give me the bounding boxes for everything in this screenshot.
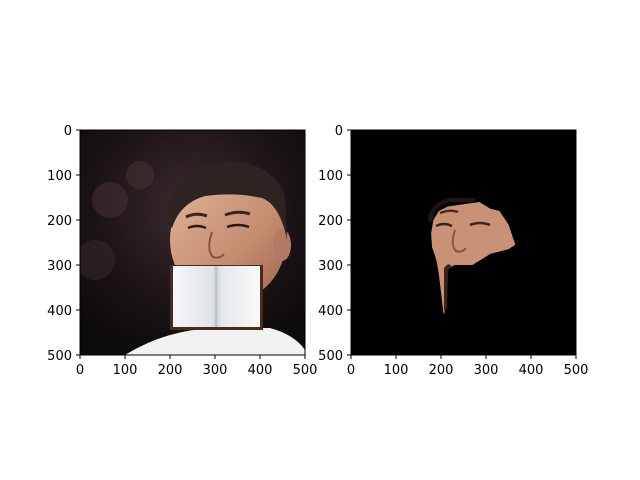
- right-panel: 0 100 200 300 400 500 0 100 200 300 400 500: [318, 124, 588, 378]
- crowd-blur: [126, 161, 154, 189]
- right-ytick-label: 500: [318, 349, 343, 364]
- ear: [273, 229, 291, 261]
- left-image: [80, 130, 305, 355]
- left-xtick-label: 0: [76, 363, 84, 378]
- left-ytick-label: 200: [47, 214, 72, 229]
- right-xtick-label: 500: [564, 363, 589, 378]
- mask-hairline: [428, 198, 475, 223]
- right-ticks: 0 100 200 300 400 500 0 100 200 300 400 500: [318, 124, 588, 378]
- left-ytick-label: 0: [64, 124, 72, 139]
- nose: [208, 231, 225, 259]
- left-ytick-label: 100: [47, 169, 72, 184]
- crowd-blur: [80, 240, 115, 280]
- mask-face-region: [428, 198, 516, 315]
- right-ytick-label: 400: [318, 304, 343, 319]
- left-ticks: 0 100 200 300 400 500 0 100 200 300 400 500: [47, 124, 317, 378]
- left-xtick-label: 500: [293, 363, 318, 378]
- mask-nose: [451, 229, 467, 253]
- right-xtick-label: 400: [519, 363, 544, 378]
- right-axes-frame: [350, 129, 577, 356]
- left-xtick-label: 100: [113, 363, 138, 378]
- mask-eye: [469, 221, 491, 227]
- left-ytick-label: 400: [47, 304, 72, 319]
- right-ytick-label: 200: [318, 214, 343, 229]
- mask-eyebrow: [439, 209, 459, 215]
- right-xtick-label: 200: [429, 363, 454, 378]
- shirt: [125, 328, 305, 355]
- hair: [167, 161, 287, 240]
- crowd-blur: [92, 182, 128, 218]
- mask-eye: [435, 222, 453, 228]
- pasted-book: [170, 265, 263, 330]
- mask-skin: [431, 202, 516, 315]
- left-xtick-label: 400: [248, 363, 273, 378]
- right-xtick-label: 300: [474, 363, 499, 378]
- eye: [187, 224, 207, 230]
- left-ytick-label: 500: [47, 349, 72, 364]
- right-ytick-label: 100: [318, 169, 343, 184]
- left-panel: 0 100 200 300 400 500 0 100 200 300 400 500: [47, 124, 317, 378]
- right-ytick-label: 0: [335, 124, 343, 139]
- left-axes-frame: [79, 129, 306, 356]
- mask-edge: [444, 264, 452, 311]
- eye: [226, 223, 250, 229]
- left-ytick-label: 300: [47, 259, 72, 274]
- eyebrow: [224, 210, 251, 217]
- left-xtick-label: 200: [158, 363, 183, 378]
- left-xtick-label: 300: [203, 363, 228, 378]
- right-ytick-label: 300: [318, 259, 343, 274]
- eyebrow: [185, 212, 208, 219]
- right-xtick-label: 0: [347, 363, 355, 378]
- right-xtick-label: 100: [384, 363, 409, 378]
